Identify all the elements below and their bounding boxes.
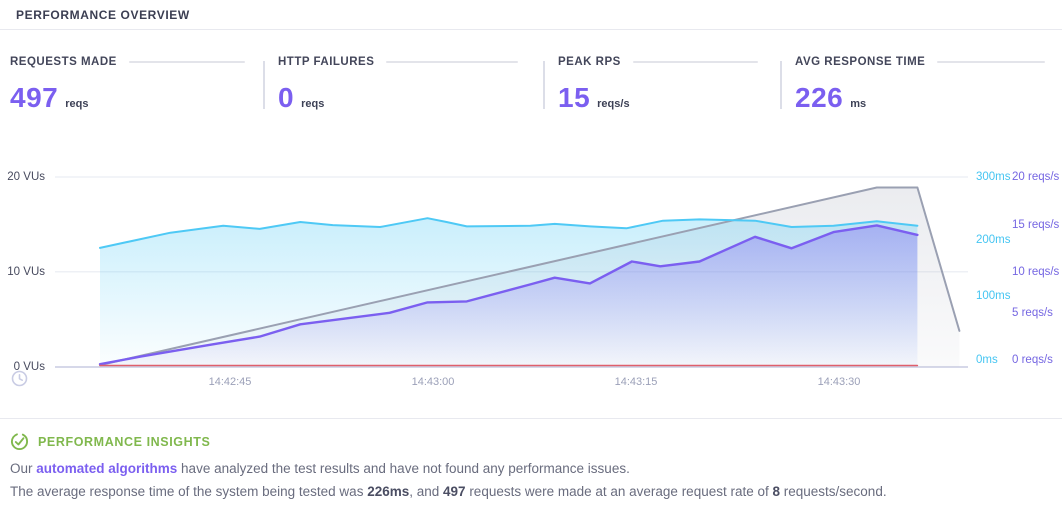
text: have analyzed the test results and have … — [177, 461, 630, 476]
axis-tick-20vus: 20 VUs — [7, 171, 45, 183]
time-tick-2: 14:43:00 — [411, 376, 455, 388]
line-rps — [98, 224, 919, 366]
stat-card-http-failures: HTTP FAILURES 0 reqs — [278, 56, 518, 114]
axis-tick-300ms: 300ms — [976, 171, 1011, 183]
axis-tick-0rps: 0 reqs/s — [1012, 354, 1053, 366]
stat-card-peak-rps: PEAK RPS 15 reqs/s — [558, 56, 758, 114]
label-rule — [386, 61, 518, 63]
axis-tick-0vus: 0 VUs — [13, 361, 45, 373]
stat-label: AVG RESPONSE TIME — [795, 56, 926, 68]
automated-algorithms-link[interactable]: automated algorithms — [36, 461, 178, 476]
avg-rate-value: 8 — [772, 484, 781, 499]
stat-value: 0 — [278, 82, 295, 113]
insights-line-1: Our automated algorithms have analyzed t… — [10, 461, 1052, 476]
axis-tick-100ms: 100ms — [976, 290, 1011, 302]
text: , and — [409, 484, 444, 499]
axis-tick-10vus: 10 VUs — [7, 266, 45, 278]
card-divider — [780, 61, 782, 109]
stat-card-avg-response-time: AVG RESPONSE TIME 226 ms — [795, 56, 1045, 114]
stat-value: 497 — [10, 82, 59, 113]
stat-label: PEAK RPS — [558, 56, 621, 68]
axis-tick-200ms: 200ms — [976, 234, 1011, 246]
area-rps — [100, 225, 918, 367]
time-tick-1: 14:42:45 — [208, 376, 252, 388]
text: Our — [10, 461, 37, 476]
axis-tick-0ms: 0ms — [976, 354, 998, 366]
stat-unit: reqs — [65, 98, 89, 110]
check-circle-icon — [10, 432, 29, 451]
axis-tick-10rps: 10 reqs/s — [1012, 266, 1060, 278]
insights-line-2: The average response time of the system … — [10, 484, 1052, 499]
requests-count-value: 497 — [443, 484, 466, 499]
chart-series-lines — [98, 186, 961, 367]
axis-tick-5rps: 5 reqs/s — [1012, 307, 1053, 319]
performance-insights-section: PERFORMANCE INSIGHTS Our automated algor… — [0, 419, 1062, 512]
avg-response-value: 226ms — [367, 484, 410, 499]
chart-canvas[interactable] — [0, 139, 1062, 399]
card-divider — [263, 61, 265, 109]
stats-row: REQUESTS MADE 497 reqs HTTP FAILURES 0 req… — [0, 30, 1062, 139]
clock-icon — [11, 370, 28, 387]
label-rule — [632, 61, 758, 63]
line-ms — [99, 217, 919, 249]
chart-area-fills — [100, 187, 960, 367]
insights-title: PERFORMANCE INSIGHTS — [38, 434, 211, 449]
text: The average response time of the system … — [10, 484, 368, 499]
label-rule — [128, 61, 245, 63]
label-rule — [937, 61, 1045, 63]
stat-unit: reqs/s — [597, 98, 630, 110]
stat-label: HTTP FAILURES — [278, 56, 375, 68]
stat-label: REQUESTS MADE — [10, 56, 117, 68]
stat-value: 15 — [558, 82, 591, 113]
text: requests were made at an average request… — [465, 484, 773, 499]
page-title: PERFORMANCE OVERVIEW — [16, 8, 190, 22]
stat-value: 226 — [795, 82, 844, 113]
stat-unit: ms — [850, 98, 867, 110]
stat-unit: reqs — [301, 98, 325, 110]
insights-header: PERFORMANCE INSIGHTS — [10, 432, 1052, 451]
card-divider — [543, 61, 545, 109]
section-header: PERFORMANCE OVERVIEW — [0, 0, 1062, 30]
performance-chart[interactable]: 20 VUs 10 VUs 0 VUs 300ms 200ms 100ms 0m… — [0, 139, 1062, 419]
line-vus — [99, 186, 961, 367]
axis-tick-20rps: 20 reqs/s — [1012, 171, 1060, 183]
time-tick-3: 14:43:15 — [614, 376, 658, 388]
stat-card-requests-made: REQUESTS MADE 497 reqs — [10, 56, 245, 114]
text: requests/second. — [780, 484, 887, 499]
time-tick-4: 14:43:30 — [817, 376, 861, 388]
axis-tick-15rps: 15 reqs/s — [1012, 219, 1060, 231]
